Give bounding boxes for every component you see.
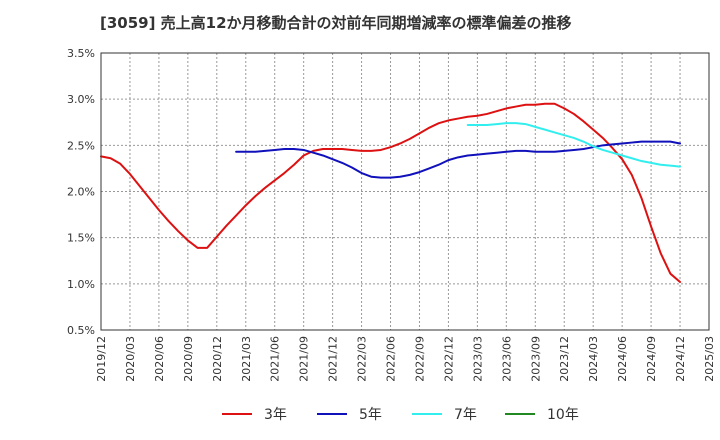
x-tick-label: 2023/12	[558, 336, 571, 382]
x-tick-label: 2024/03	[587, 336, 600, 382]
x-tick-label: 2022/06	[385, 336, 398, 382]
x-tick-label: 2025/03	[703, 336, 716, 382]
series-line-3年	[100, 102, 682, 283]
y-tick-label: 0.5%	[67, 324, 95, 337]
y-tick-label: 1.0%	[67, 278, 95, 291]
x-tick-label: 2023/03	[471, 336, 484, 382]
x-tick-label: 2024/09	[645, 336, 658, 382]
x-tick-label: 2023/09	[529, 336, 542, 382]
x-tick-label: 2021/12	[327, 336, 340, 382]
plot-frame	[100, 52, 710, 331]
y-axis-ticks: 0.5% 1.0% 1.5% 2.0% 2.5% 3.0% 3.5%	[67, 47, 95, 337]
y-tick-label: 2.5%	[67, 139, 95, 152]
y-tick-label: 2.0%	[67, 186, 95, 199]
x-tick-label: 2024/06	[616, 336, 629, 382]
x-tick-label: 2019/12	[95, 336, 108, 382]
legend-label: 7年	[454, 407, 477, 423]
legend: 3年 5年 7年 10年	[222, 407, 579, 423]
grid	[100, 52, 710, 331]
x-tick-label: 2021/06	[269, 336, 282, 382]
x-tick-label: 2024/12	[674, 336, 687, 382]
y-tick-label: 3.0%	[67, 93, 95, 106]
legend-label: 3年	[264, 407, 287, 423]
series-line-7年	[466, 122, 682, 168]
x-tick-label: 2020/06	[153, 336, 166, 382]
y-tick-label: 1.5%	[67, 232, 95, 245]
legend-label: 5年	[359, 407, 382, 423]
series-lines	[100, 102, 682, 283]
legend-label: 10年	[547, 407, 579, 423]
series-line-5年	[235, 140, 682, 179]
x-tick-label: 2021/03	[240, 336, 253, 382]
x-tick-label: 2023/06	[500, 336, 513, 382]
chart-title: [3059] 売上高12か月移動合計の対前年同期増減率の標準偏差の推移	[100, 14, 572, 32]
x-tick-label: 2022/12	[442, 336, 455, 382]
x-axis-ticks: 2019/12 2020/03 2020/06 2020/09 2020/12 2021/…	[95, 336, 716, 382]
x-tick-label: 2021/09	[298, 336, 311, 382]
x-tick-label: 2022/03	[356, 336, 369, 382]
x-tick-label: 2020/12	[211, 336, 224, 382]
x-tick-label: 2020/09	[182, 336, 195, 382]
x-tick-label: 2020/03	[124, 336, 137, 382]
x-tick-label: 2022/09	[413, 336, 426, 382]
y-tick-label: 3.5%	[67, 47, 95, 60]
